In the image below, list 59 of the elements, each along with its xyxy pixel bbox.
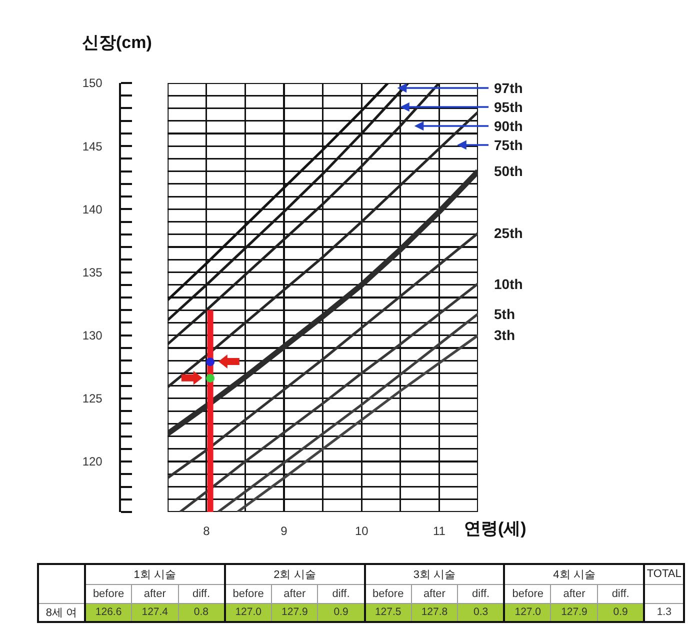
data-label: 127.9 bbox=[550, 603, 598, 622]
line-series bbox=[178, 282, 478, 512]
data-label: 0.9 bbox=[318, 603, 365, 622]
annotation: 1회 시술 bbox=[85, 564, 225, 584]
x-tick-label: diff. bbox=[598, 584, 644, 603]
annotation: TOTAL bbox=[644, 564, 684, 584]
annotation: 4회 시술 bbox=[504, 564, 644, 584]
data-label: 127.0 bbox=[504, 603, 551, 622]
y-tick-label: 145 bbox=[82, 139, 103, 154]
line-series bbox=[236, 334, 478, 512]
data-label: 127.5 bbox=[364, 603, 412, 622]
series-label: 50th bbox=[494, 163, 523, 179]
x-tick-label: diff. bbox=[178, 584, 225, 603]
annotation: 2회 시술 bbox=[224, 564, 365, 584]
series-label: 3th bbox=[494, 327, 515, 343]
y-tick-label: 120 bbox=[82, 454, 103, 469]
y-tick-label: 125 bbox=[82, 392, 103, 406]
data-label: 127.4 bbox=[132, 603, 178, 622]
y-tick-label: 135 bbox=[82, 265, 103, 280]
y-axis-title: 신장(cm) bbox=[82, 33, 152, 52]
x-tick-label: diff. bbox=[318, 584, 365, 603]
series-label: 10th bbox=[494, 276, 523, 292]
data-label: 1.3 bbox=[644, 603, 684, 622]
line-series bbox=[216, 312, 478, 512]
data-label: 127.8 bbox=[411, 603, 458, 622]
y-tick-label: 150 bbox=[82, 76, 103, 90]
x-tick-label: after bbox=[550, 584, 598, 603]
x-tick-label: 9 bbox=[280, 524, 288, 538]
text: 97th bbox=[494, 80, 523, 96]
x-tick-label: before bbox=[224, 584, 272, 603]
annotation: 3회 시술 bbox=[364, 564, 504, 584]
x-tick-label: 10 bbox=[354, 524, 369, 538]
x-tick-label: diff. bbox=[458, 584, 504, 603]
y-tick-label: 140 bbox=[82, 202, 103, 216]
x-tick-label: after bbox=[271, 584, 318, 603]
x-axis-title: 연령(세) bbox=[464, 519, 526, 538]
line-series bbox=[168, 83, 441, 346]
line-series bbox=[168, 110, 478, 388]
x-tick-label: 11 bbox=[432, 524, 446, 538]
data-label: 127.0 bbox=[224, 603, 272, 622]
data-label: 0.3 bbox=[458, 603, 504, 622]
x-tick-label: before bbox=[364, 584, 412, 603]
x-tick-label: after bbox=[411, 584, 458, 603]
x-tick-label: 8 bbox=[203, 524, 210, 538]
y-tick-label: 130 bbox=[82, 328, 103, 343]
x-tick-label: before bbox=[85, 584, 132, 603]
text: 75th bbox=[494, 137, 523, 153]
series-label: 5th bbox=[494, 306, 515, 322]
data-label: 127.9 bbox=[271, 603, 318, 622]
x-tick-label: before bbox=[504, 584, 551, 603]
data-label: 0.8 bbox=[178, 603, 225, 622]
line-series bbox=[168, 232, 478, 480]
y-tick-label: 8세 여 bbox=[38, 603, 85, 622]
data-label: 0.9 bbox=[598, 603, 644, 622]
text: 95th bbox=[494, 99, 523, 115]
text: 90th bbox=[494, 118, 523, 134]
x-tick-label: after bbox=[132, 584, 178, 603]
data-label: 126.6 bbox=[85, 603, 132, 622]
series-label: 25th bbox=[494, 225, 523, 241]
